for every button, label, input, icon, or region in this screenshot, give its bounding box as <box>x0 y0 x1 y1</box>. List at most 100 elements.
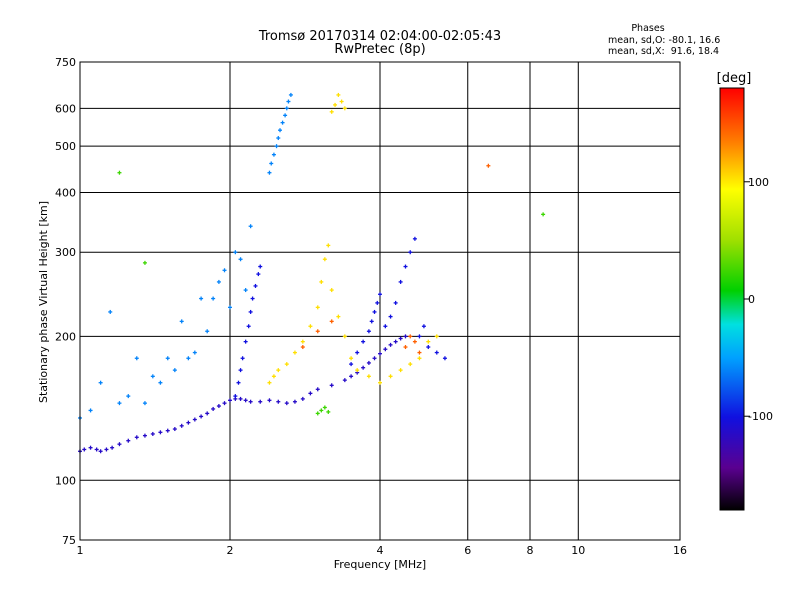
point-s0-34 <box>308 391 313 396</box>
point-s0-41 <box>366 360 371 365</box>
point-s1-28 <box>426 345 431 350</box>
point-s0-10 <box>142 433 147 438</box>
point-s4-17 <box>378 380 382 385</box>
point-s0-27 <box>248 399 253 404</box>
point-s4-13 <box>342 334 347 339</box>
point-s1-15 <box>369 319 374 324</box>
point-s1-12 <box>355 350 360 355</box>
point-s4-10 <box>326 243 331 248</box>
point-s2-18 <box>216 279 221 284</box>
point-s2-29 <box>276 136 281 141</box>
point-s4-3 <box>284 362 289 367</box>
point-s1-9 <box>256 272 261 277</box>
colorbar <box>719 87 745 511</box>
point-s0-45 <box>388 342 393 347</box>
phases-o-line: mean, sd,O: -80.1, 16.6 <box>608 35 720 46</box>
point-s4-1 <box>271 374 276 379</box>
y-tick-label-7: 750 <box>55 56 76 69</box>
x-tick-label-0: 1 <box>77 544 84 557</box>
point-s0-19 <box>205 411 210 416</box>
point-s1-5 <box>246 324 251 329</box>
point-s4-15 <box>355 368 360 373</box>
colorbar-tick-label-1: 0 <box>748 293 755 306</box>
point-s5-7 <box>486 163 491 168</box>
point-s0-12 <box>158 430 163 435</box>
point-s0-18 <box>199 414 204 419</box>
x-axis-label: Frequency [MHz] <box>334 558 426 571</box>
phases-title: Phases <box>631 23 664 34</box>
point-s0-15 <box>179 423 184 428</box>
y-tick-label-4: 400 <box>55 186 76 199</box>
point-s4-11 <box>329 288 334 293</box>
point-s0-40 <box>361 365 366 370</box>
x-tick-label-3: 6 <box>464 544 471 557</box>
point-s0-31 <box>284 401 289 406</box>
point-s0-25 <box>238 396 243 401</box>
point-s1-24 <box>408 250 413 255</box>
point-s1-27 <box>421 324 426 329</box>
y-tick-label-3: 300 <box>55 246 76 259</box>
point-s0-32 <box>292 399 297 404</box>
point-s4-26 <box>336 92 341 97</box>
point-s0-33 <box>300 396 305 401</box>
point-s4-9 <box>322 257 327 262</box>
point-s4-7 <box>315 305 320 310</box>
point-s0-14 <box>172 427 177 432</box>
point-s4-28 <box>342 106 347 111</box>
y-axis-label: Stationary phase Virtual Height [km] <box>37 201 50 403</box>
point-s2-28 <box>274 144 279 149</box>
point-s4-6 <box>308 324 313 329</box>
point-s5-5 <box>412 339 417 344</box>
gridlines <box>80 62 680 540</box>
point-s2-31 <box>280 120 285 125</box>
point-s2-4 <box>117 401 122 406</box>
point-s2-34 <box>286 99 291 104</box>
point-s2-15 <box>199 296 204 301</box>
point-s4-16 <box>366 374 371 379</box>
point-s0-17 <box>192 417 197 422</box>
point-s1-29 <box>434 350 439 355</box>
point-s0-2 <box>88 445 93 450</box>
point-s2-14 <box>192 350 197 355</box>
point-s5-4 <box>408 334 413 339</box>
point-s2-7 <box>142 401 147 406</box>
point-s3-4 <box>322 405 327 410</box>
plot-frame <box>79 61 681 541</box>
point-s2-20 <box>228 305 232 310</box>
chart-title: Tromsø 20170314 02:04:00-02:05:43 <box>258 29 501 44</box>
point-s2-6 <box>134 356 139 361</box>
point-s0-3 <box>94 447 99 452</box>
point-s0-46 <box>393 339 398 344</box>
point-s0-47 <box>398 336 403 341</box>
colorbar-tick-label-0: -100 <box>748 410 773 423</box>
point-s1-20 <box>388 314 393 319</box>
point-s1-18 <box>378 292 382 297</box>
point-s2-24 <box>248 224 253 229</box>
point-s1-22 <box>398 279 403 284</box>
point-s4-4 <box>292 350 297 355</box>
x-tick-label-6: 16 <box>673 544 687 557</box>
point-s4-20 <box>408 362 413 367</box>
point-s1-0 <box>233 394 238 399</box>
point-s2-33 <box>284 106 289 111</box>
point-s2-23 <box>243 288 248 293</box>
point-s0-20 <box>211 406 216 411</box>
colorbar-ticks: -100 0 100 <box>744 176 773 423</box>
point-s0-42 <box>372 356 377 361</box>
point-s0-7 <box>117 442 122 447</box>
point-s0-43 <box>378 351 382 356</box>
point-s1-1 <box>236 380 241 385</box>
point-s0-44 <box>383 347 388 352</box>
point-s0-38 <box>349 374 354 379</box>
point-s4-27 <box>339 99 344 104</box>
point-s2-21 <box>233 250 238 255</box>
point-s4-19 <box>398 368 403 373</box>
point-s4-12 <box>336 314 341 319</box>
point-s1-16 <box>372 309 377 314</box>
point-s2-9 <box>158 380 163 385</box>
point-s0-16 <box>186 420 191 425</box>
point-s4-25 <box>333 102 338 107</box>
point-s3-2 <box>315 411 320 416</box>
point-s1-21 <box>393 300 398 305</box>
x-tick-label-1: 2 <box>227 544 234 557</box>
